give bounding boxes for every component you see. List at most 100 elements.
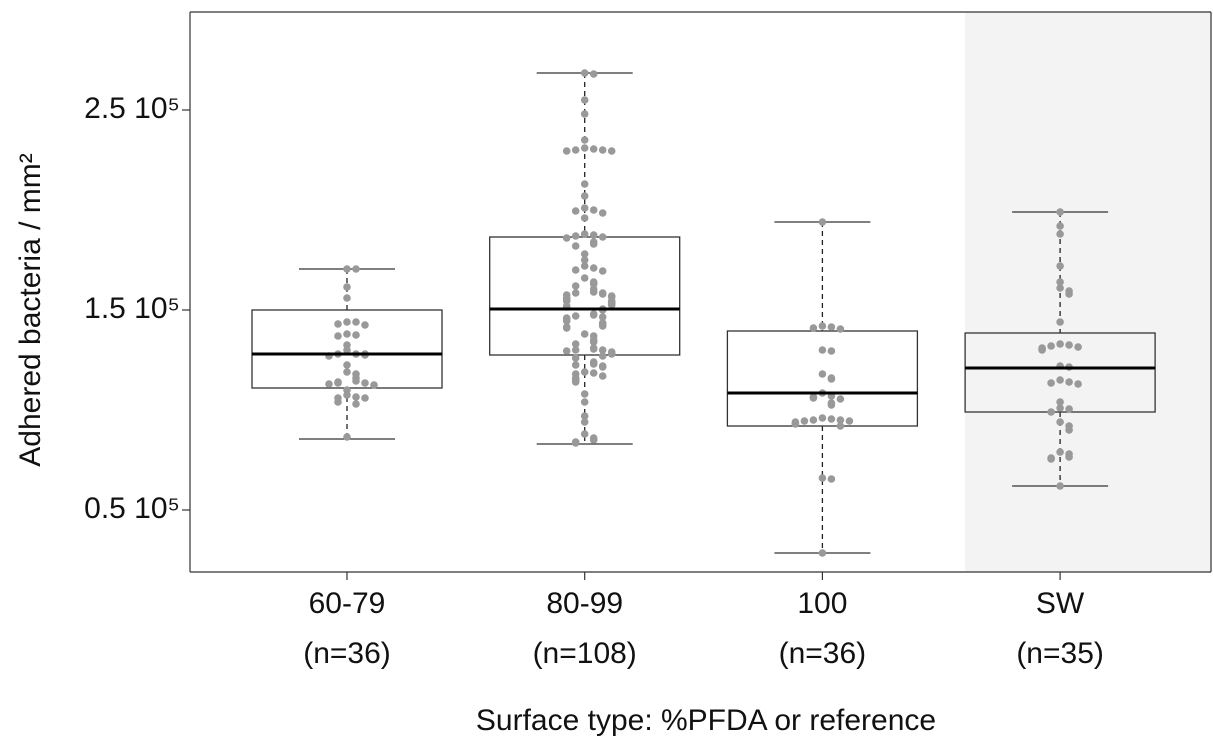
data-point [1056, 230, 1064, 238]
data-point [571, 312, 580, 320]
data-point [589, 231, 598, 239]
data-point [1065, 378, 1073, 386]
box [964, 332, 1156, 413]
data-point [1038, 346, 1046, 354]
data-point [809, 416, 818, 424]
data-point [571, 242, 580, 250]
data-point [571, 266, 580, 274]
data-point [598, 209, 607, 217]
y-tick-label: 0.5 10⁵ [84, 492, 180, 525]
data-point [343, 361, 351, 369]
data-point [580, 250, 589, 258]
data-point [571, 282, 580, 290]
data-point [580, 262, 589, 270]
x-tick-label: SW [1036, 587, 1085, 620]
data-point [580, 192, 589, 200]
data-point [361, 321, 369, 329]
data-point [334, 332, 342, 340]
data-point [580, 214, 589, 222]
data-point [1056, 222, 1064, 230]
data-point [598, 322, 607, 330]
x-tick-note: (n=36) [303, 637, 391, 670]
data-point [334, 379, 342, 387]
data-point [352, 377, 360, 385]
data-point [818, 474, 827, 482]
data-point [598, 352, 607, 360]
data-point [562, 234, 571, 242]
data-point [1056, 284, 1064, 292]
data-point [1065, 426, 1073, 434]
data-point [589, 240, 598, 248]
data-point [571, 354, 580, 362]
data-point [1056, 418, 1064, 426]
data-point [589, 360, 598, 368]
data-point [827, 375, 836, 383]
y-axis-title: Adhered bacteria / mm² [14, 153, 47, 466]
data-point [343, 283, 351, 291]
data-point [589, 206, 598, 214]
data-point [818, 549, 827, 557]
data-point [580, 110, 589, 118]
data-point [571, 361, 580, 369]
data-point [598, 233, 607, 241]
y-tick-label: 2.5 10⁵ [84, 92, 180, 125]
data-point [827, 415, 836, 423]
data-point [836, 325, 845, 333]
data-point [589, 345, 598, 353]
data-point [562, 347, 571, 355]
data-point [343, 346, 351, 354]
data-point [589, 311, 598, 319]
data-point [1056, 318, 1064, 326]
data-point [352, 318, 360, 326]
data-point [580, 412, 589, 420]
data-point [580, 96, 589, 104]
data-point [580, 390, 589, 398]
x-tick-label: 60-79 [309, 587, 386, 620]
data-point [352, 400, 360, 408]
data-point [836, 395, 845, 403]
data-point [571, 439, 580, 447]
data-point [836, 422, 845, 430]
data-point [598, 290, 607, 298]
data-point [598, 363, 607, 371]
data-point [571, 146, 580, 154]
data-point [1065, 453, 1073, 461]
data-point [589, 264, 598, 272]
data-point [589, 70, 598, 78]
data-point [343, 391, 351, 399]
x-axis-title: Surface type: %PFDA or reference [476, 704, 936, 737]
data-point [589, 338, 598, 346]
data-point [334, 320, 342, 328]
data-point [580, 398, 589, 406]
data-point [571, 207, 580, 215]
x-tick-note: (n=108) [533, 637, 637, 670]
data-point [818, 414, 827, 422]
data-point [818, 370, 827, 378]
data-point [580, 230, 589, 238]
data-point [571, 378, 580, 386]
data-point [580, 136, 589, 144]
data-point [1047, 455, 1055, 463]
data-point [827, 347, 836, 355]
data-point [571, 346, 580, 354]
data-point [607, 350, 616, 358]
data-point [343, 265, 351, 273]
x-tick-note: (n=35) [1016, 637, 1104, 670]
data-point [607, 147, 616, 155]
data-point [334, 398, 342, 406]
data-point [1047, 342, 1055, 350]
data-point [325, 380, 333, 388]
data-point [589, 369, 598, 377]
data-point [571, 232, 580, 240]
data-point [589, 145, 598, 153]
data-point [343, 368, 351, 376]
box [726, 330, 919, 427]
data-point [800, 417, 809, 425]
data-point [571, 340, 580, 348]
data-point [580, 144, 589, 152]
data-point [1056, 398, 1064, 406]
data-point [580, 204, 589, 212]
data-point [598, 346, 607, 354]
data-point [589, 288, 598, 296]
